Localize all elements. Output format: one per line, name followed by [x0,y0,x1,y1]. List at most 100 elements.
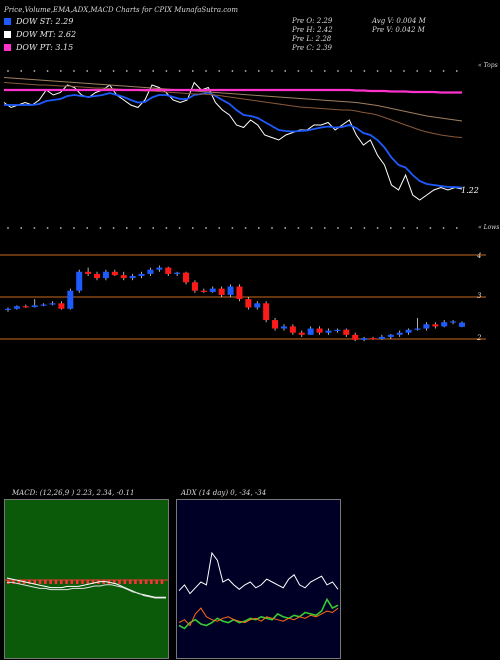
legend-dow-mt: DOW MT: 2.62 [4,29,76,40]
top-tick-dot [218,70,221,72]
macd-hist-bar [118,580,121,584]
bottom-tick-dot [46,227,49,229]
ema-line-mid [3,82,463,138]
candle-body [378,336,385,339]
bottom-tick-dot [7,227,9,229]
legend-label-pt: DOW PT: 3.15 [16,43,74,52]
candle-body [387,334,394,337]
candle-body [307,328,314,335]
bottom-tick-dot [205,227,207,229]
top-tick-dot [363,70,366,72]
top-tick-dot [20,70,23,72]
bottom-tick-dot [86,227,89,229]
macd-hist-bar [128,580,132,584]
candle-body [272,320,279,329]
bottom-tick-dot [165,227,168,229]
top-tick-dot [442,70,445,72]
bottom-tick-dot [231,227,234,229]
macd-hist-bar [65,580,68,584]
candle-body [441,322,448,327]
top-tick-dot [191,70,194,72]
candle-body [218,288,225,295]
candle-body [325,330,332,333]
bottom-tick-dot [112,227,115,229]
bottom-tick-dot [99,227,102,229]
candle-body [129,276,136,279]
legend-label-mt: DOW MT: 2.62 [16,30,77,39]
ema-line-close [3,81,463,201]
candle-body [138,273,145,276]
top-tick-dot [178,70,181,72]
bottom-tick-dot [310,227,313,229]
bottom-tick-dot [244,227,247,229]
bottom-tick-dot [376,227,379,229]
macd-hist-bar [123,580,127,584]
top-tick-dot [33,70,36,72]
top-tick-dot [310,70,313,72]
price-tick-2: 2 [477,334,482,342]
ema-line-long [3,77,463,122]
tops-marker: « Tops [478,62,498,69]
top-tick-dot [205,70,207,72]
prev-high: Pre H: 2.42 [292,26,333,34]
top-tick-dot [244,70,247,72]
prev-close: Pre C: 2.39 [292,44,332,52]
candle-body [396,332,403,335]
candle-body [298,332,305,335]
top-tick-dot [86,70,89,72]
bottom-tick-dot [257,227,260,229]
top-tick-dot [271,70,273,72]
candle-body [13,306,20,309]
macd-hist-bar [150,580,153,584]
top-tick-dot [284,70,287,72]
adx-line-plus_di [178,597,339,630]
candle-body [289,326,296,333]
candle-body [423,324,430,329]
bottom-tick-dot [125,227,128,229]
bottom-tick-dot [139,227,141,229]
candle-body [67,290,74,309]
candle-body [58,303,65,309]
candle-body [369,338,376,340]
macd-panel [4,499,169,659]
candle-body [450,321,457,323]
candle-body [102,271,109,279]
top-tick-dot [416,70,419,72]
chart-title: Price,Volume,EMA,ADX,MACD Charts for CPI… [4,6,238,14]
bottom-tick-dot [191,227,194,229]
legend-dow-st: DOW ST: 2.29 [4,16,73,27]
candle-body [280,326,287,329]
top-tick-dot [99,70,102,72]
candle-body [236,286,243,300]
candle-body [405,329,412,333]
candle-body [165,267,172,274]
top-tick-dot [125,70,128,72]
candle-body [111,271,118,276]
macd-hist-bar [28,580,31,584]
ema-value-label: 1.22 [461,186,479,195]
bottom-tick-dot [323,227,326,229]
macd-hist-bar [44,580,47,584]
candle-body [343,329,350,335]
bottom-tick-dot [59,227,62,229]
bottom-tick-dot [152,227,155,229]
candle-body [316,328,323,333]
candle-body [174,272,181,274]
candle-body [459,322,465,327]
bottom-tick-dot [73,227,75,229]
legend-dow-pt: DOW PT: 3.15 [4,42,73,53]
top-tick-dot [350,70,353,72]
candle-body [31,305,38,308]
price-tick-4: 4 [477,252,482,260]
bottom-tick-dot [284,227,287,229]
top-tick-dot [112,70,115,72]
candle-body [227,286,234,295]
ema-line-dow_pt [4,88,462,94]
bottom-tick-dot [271,227,273,229]
bottom-tick-dot [455,227,458,229]
macd-hist-bar [155,580,158,584]
top-tick-dot [323,70,326,72]
candle-body [209,288,216,292]
prev-open: Pre O: 2.29 [292,17,333,25]
macd-hist-bar [113,580,116,584]
